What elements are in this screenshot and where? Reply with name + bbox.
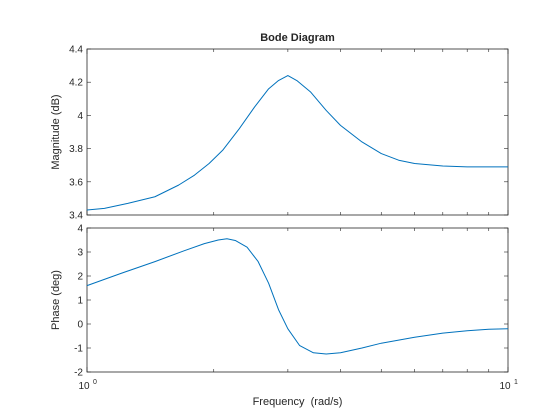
chart-title: Bode Diagram bbox=[260, 32, 335, 44]
magnitude-plot: 3.4 3.6 3.8 4 4.2 4.4 Magnitude (dB) bbox=[50, 45, 509, 222]
phase-series-line bbox=[86, 238, 509, 355]
phase-ylabel: Phase (deg) bbox=[50, 270, 62, 330]
y-tick-label: 0 bbox=[77, 320, 83, 331]
phase-axes-frame bbox=[86, 227, 509, 373]
magnitude-ylabel: Magnitude (dB) bbox=[50, 94, 62, 169]
magnitude-series-line bbox=[86, 75, 508, 211]
y-tick-label: 3.4 bbox=[69, 211, 83, 222]
x-tick-label: 10 bbox=[499, 381, 511, 392]
x-tick-label: 10 bbox=[78, 381, 90, 392]
frequency-xlabel: Frequency (rad/s) bbox=[253, 396, 343, 408]
y-tick-label: 1 bbox=[77, 296, 83, 307]
y-tick-label: 3.6 bbox=[69, 177, 83, 188]
y-tick-label: 2 bbox=[77, 272, 83, 283]
y-tick-label: 4 bbox=[77, 111, 83, 122]
y-tick-label: -2 bbox=[74, 368, 83, 379]
y-tick-label: 3 bbox=[77, 248, 83, 259]
y-tick-label: 4.2 bbox=[69, 78, 83, 89]
y-tick-label: 4.4 bbox=[69, 45, 83, 56]
y-tick-label: 3.8 bbox=[69, 144, 83, 155]
x-tick-exponent: 1 bbox=[514, 379, 518, 386]
x-tick-exponent: 0 bbox=[93, 379, 97, 386]
magnitude-axes-frame bbox=[86, 48, 509, 216]
y-tick-label: 4 bbox=[77, 224, 83, 235]
y-tick-label: -1 bbox=[74, 344, 83, 355]
